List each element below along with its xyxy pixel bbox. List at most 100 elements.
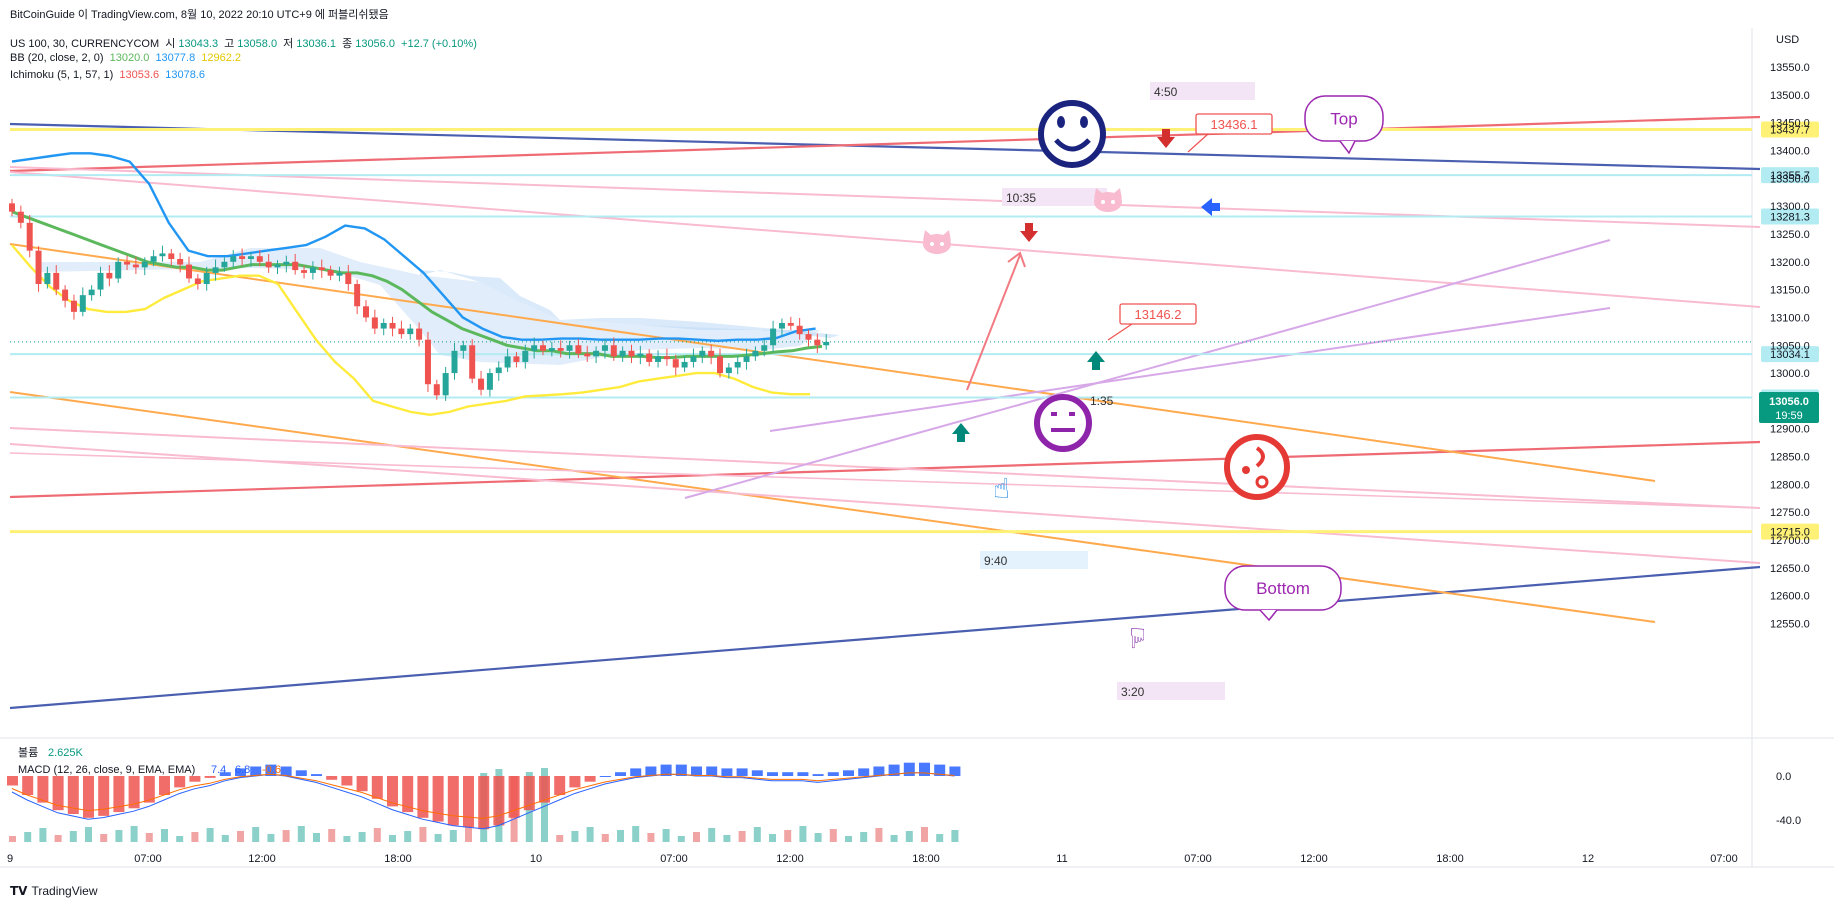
macd-histogram-bar[interactable]: [903, 762, 915, 776]
hand-pointing-down-icon[interactable]: ☝: [1129, 622, 1146, 653]
macd-histogram-bar[interactable]: [539, 776, 550, 803]
candle[interactable]: [301, 270, 308, 273]
candle[interactable]: [274, 264, 281, 268]
macd-histogram-bar[interactable]: [341, 776, 353, 786]
candle[interactable]: [336, 272, 343, 276]
macd-histogram-bar[interactable]: [645, 766, 657, 777]
trendline-red-top[interactable]: [9, 115, 1761, 173]
macd-histogram-bar[interactable]: [447, 776, 459, 826]
candle[interactable]: [70, 300, 77, 312]
macd-histogram-bar[interactable]: [949, 766, 961, 777]
candle[interactable]: [159, 253, 166, 257]
price-note-box[interactable]: [1195, 113, 1273, 135]
candle[interactable]: [796, 325, 803, 335]
candle[interactable]: [265, 261, 272, 268]
trendline-violet-2[interactable]: [769, 307, 1611, 432]
macd-histogram-bar[interactable]: [630, 768, 642, 776]
candle[interactable]: [478, 378, 485, 390]
candle[interactable]: [787, 322, 794, 326]
macd-histogram-bar[interactable]: [143, 776, 155, 803]
macd-histogram-bar[interactable]: [873, 766, 885, 777]
trendline-pink-4[interactable]: [9, 443, 1761, 564]
candle[interactable]: [628, 350, 635, 357]
legend-symbol[interactable]: US 100, 30, CURRENCYCOM: [10, 38, 160, 50]
macd-histogram-bar[interactable]: [599, 776, 611, 777]
candle[interactable]: [168, 253, 175, 259]
candle[interactable]: [194, 278, 201, 285]
macd-histogram-bar[interactable]: [478, 776, 490, 830]
macd-histogram-bar[interactable]: [7, 776, 18, 786]
candle[interactable]: [239, 256, 246, 259]
price-note-box[interactable]: [1119, 303, 1197, 325]
candle[interactable]: [778, 322, 785, 329]
candle[interactable]: [88, 289, 95, 296]
candle[interactable]: [495, 367, 502, 374]
macd-histogram-bar[interactable]: [235, 768, 246, 776]
candle[interactable]: [371, 317, 378, 329]
candle[interactable]: [734, 361, 741, 368]
candle[interactable]: [655, 356, 662, 362]
macd-histogram-bar[interactable]: [371, 776, 383, 799]
macd-histogram-bar[interactable]: [569, 776, 581, 788]
candle[interactable]: [79, 295, 86, 312]
candle[interactable]: [124, 261, 131, 265]
candle[interactable]: [566, 345, 573, 351]
macd-histogram-bar[interactable]: [265, 764, 277, 776]
macd-histogram-bar[interactable]: [128, 776, 140, 809]
candle[interactable]: [354, 284, 361, 307]
candle[interactable]: [247, 256, 254, 259]
macd-histogram-bar[interactable]: [22, 776, 34, 795]
candle[interactable]: [62, 289, 69, 301]
candle[interactable]: [221, 261, 228, 268]
candle[interactable]: [522, 350, 529, 362]
candle[interactable]: [619, 350, 626, 357]
macd-histogram-bar[interactable]: [417, 776, 429, 818]
macd-histogram-bar[interactable]: [463, 776, 474, 828]
candle[interactable]: [699, 350, 706, 357]
macd-histogram-bar[interactable]: [751, 770, 763, 776]
candle[interactable]: [805, 334, 812, 340]
smiley-face-icon[interactable]: [1038, 100, 1106, 168]
trendline-orange-1[interactable]: [9, 243, 1656, 482]
candle[interactable]: [770, 328, 777, 346]
bb-lower-line[interactable]: [11, 244, 810, 416]
hand-pointing-up-icon[interactable]: ☝: [993, 473, 1010, 504]
macd-histogram-bar[interactable]: [98, 776, 110, 816]
candle[interactable]: [663, 356, 670, 360]
candle[interactable]: [761, 345, 768, 351]
trendline-orange-2[interactable]: [9, 391, 1656, 623]
macd-histogram-bar[interactable]: [189, 776, 201, 782]
candle[interactable]: [230, 256, 237, 262]
candle[interactable]: [646, 353, 653, 362]
macd-histogram-bar[interactable]: [83, 776, 94, 818]
legend-bb-label[interactable]: BB (20, close, 2, 0): [10, 52, 104, 64]
macd-histogram-bar[interactable]: [295, 770, 307, 776]
candle[interactable]: [416, 328, 423, 340]
candle[interactable]: [203, 272, 210, 285]
macd-histogram-bar[interactable]: [584, 776, 596, 782]
candle[interactable]: [389, 322, 396, 329]
candle[interactable]: [531, 345, 538, 351]
candle[interactable]: [540, 345, 546, 351]
candle[interactable]: [548, 348, 555, 351]
candle[interactable]: [743, 356, 750, 362]
macd-histogram-bar[interactable]: [326, 776, 338, 780]
macd-histogram-bar[interactable]: [721, 768, 733, 776]
candle[interactable]: [433, 384, 440, 396]
macd-histogram-bar[interactable]: [843, 770, 854, 776]
candle[interactable]: [708, 350, 715, 357]
candle[interactable]: [318, 267, 325, 271]
macd-histogram-bar[interactable]: [827, 772, 839, 776]
candle[interactable]: [486, 373, 493, 390]
candle[interactable]: [141, 261, 148, 268]
macd-histogram-bar[interactable]: [174, 776, 186, 788]
candle[interactable]: [575, 345, 582, 354]
candle[interactable]: [610, 345, 617, 357]
candle[interactable]: [601, 345, 608, 351]
trendline-blue-bottom[interactable]: [9, 565, 1761, 710]
macd-line[interactable]: [11, 772, 955, 830]
macd-histogram-bar[interactable]: [615, 772, 626, 776]
macd-histogram-bar[interactable]: [782, 772, 794, 776]
trendline-pink-3[interactable]: [9, 427, 1761, 509]
